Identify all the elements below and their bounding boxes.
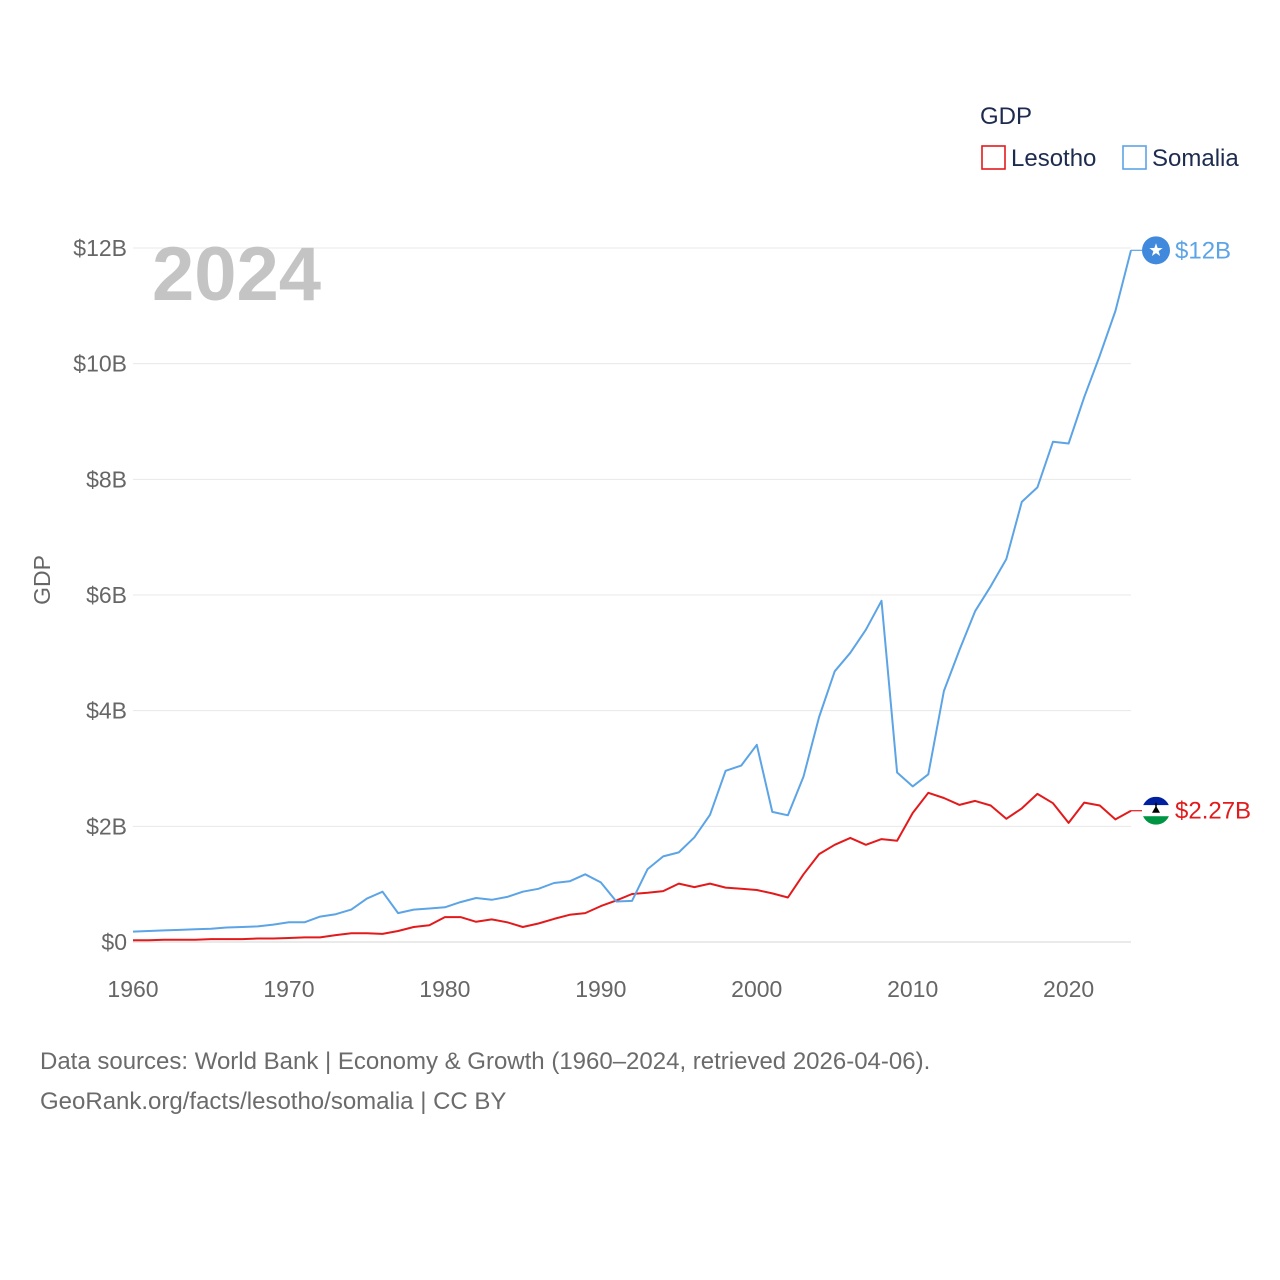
y-axis-ticks: $0 $2B $4B $6B $8B $10B $12B xyxy=(73,235,127,955)
x-tick-label: 1980 xyxy=(419,976,470,1002)
series-line-lesotho xyxy=(133,791,1132,942)
end-value-label-lesotho: $2.27B xyxy=(1175,798,1251,825)
y-tick-label: $10B xyxy=(73,351,127,377)
legend-label-lesotho: Lesotho xyxy=(1011,145,1096,172)
legend-item-somalia[interactable]: Somalia xyxy=(1122,145,1239,172)
x-tick-label: 2000 xyxy=(731,976,782,1002)
gridlines xyxy=(133,247,1131,943)
end-markers: $2.27B $12B xyxy=(1131,236,1251,825)
x-tick-label: 1990 xyxy=(575,976,626,1002)
legend-swatch-somalia xyxy=(1122,145,1147,170)
legend-item-lesotho[interactable]: Lesotho xyxy=(981,145,1096,172)
year-stamp: 2024 xyxy=(152,232,321,317)
x-axis-ticks: 1960 1970 1980 1990 2000 2010 2020 xyxy=(107,976,1094,1002)
x-tick-label: 2020 xyxy=(1043,976,1094,1002)
y-tick-label: $2B xyxy=(86,813,127,839)
y-tick-label: $0 xyxy=(101,929,127,955)
source-note: Data sources: World Bank | Economy & Gro… xyxy=(40,1042,930,1122)
legend-title: GDP xyxy=(980,103,1032,130)
x-tick-label: 1960 xyxy=(107,976,158,1002)
source-line-1: Data sources: World Bank | Economy & Gro… xyxy=(40,1048,931,1075)
legend-label-somalia: Somalia xyxy=(1152,145,1239,172)
source-line-2[interactable]: GeoRank.org/facts/lesotho/somalia | CC B… xyxy=(40,1088,507,1115)
y-tick-label: $12B xyxy=(73,235,127,261)
legend[interactable]: GDP Lesotho Somalia xyxy=(980,103,1239,172)
y-tick-label: $4B xyxy=(86,698,127,724)
somalia-flag-icon xyxy=(1142,236,1170,265)
lesotho-flag-icon xyxy=(1142,796,1170,825)
end-value-label-somalia: $12B xyxy=(1175,237,1231,264)
series-lines xyxy=(132,250,1132,942)
series-line-somalia xyxy=(132,250,1132,933)
x-tick-label: 2010 xyxy=(887,976,938,1002)
y-tick-label: $8B xyxy=(86,466,127,492)
x-tick-label: 1970 xyxy=(263,976,314,1002)
legend-swatch-lesotho xyxy=(981,145,1006,170)
y-tick-label: $6B xyxy=(86,582,127,608)
y-axis-title: GDP xyxy=(29,555,55,605)
